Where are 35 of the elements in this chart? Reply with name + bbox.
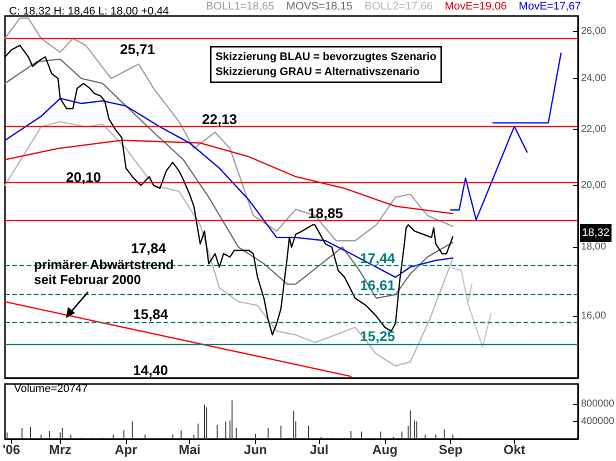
chart-title: C: 18,32 H: 18,46 L: 18,00 +0,44 <box>9 6 169 18</box>
annotation: 14,40 <box>133 362 168 378</box>
text: 18,32 <box>582 227 610 239</box>
y-tick-label: 26,00 <box>581 26 606 38</box>
y-tick-label: 16,00 <box>581 310 606 322</box>
x-tick-label: Jun <box>244 442 268 457</box>
text: BOLL1=18,65 <box>206 0 274 12</box>
text: BOLL2=17,66 <box>364 0 433 12</box>
y-tick-label: 400000 <box>581 416 615 427</box>
x-tick-label: Mrz <box>48 442 72 457</box>
annotation: Volume=20747 <box>14 383 88 395</box>
y-tick-label: 18,00 <box>581 242 606 253</box>
annotation: 17,44 <box>360 250 396 266</box>
x-tick-label: Apr <box>114 442 138 457</box>
annotation: 20,10 <box>66 169 102 185</box>
x-tick-label: Aug <box>372 442 398 457</box>
annotation: 18,85 <box>308 205 344 221</box>
annotation: 22,13 <box>202 111 238 127</box>
text: MovE=19,06 <box>444 0 507 12</box>
annotation: 25,71 <box>120 41 156 57</box>
text: MovE=17,67 <box>518 0 581 12</box>
annotation: 15,25 <box>360 328 396 344</box>
annotation: 17,84 <box>131 240 166 256</box>
x-tick-label: Sep <box>438 442 463 457</box>
y-tick-label: 24,00 <box>581 73 606 84</box>
x-tick-label: Okt <box>503 442 526 457</box>
y-tick-label: 20,00 <box>581 180 606 191</box>
text: MOVS=18,15 <box>286 0 353 12</box>
x-tick-label: Mai <box>178 442 200 457</box>
x-tick-label: '06 <box>2 442 20 457</box>
x-tick-label: Jul <box>310 442 328 457</box>
annotation: Skizzierung BLAU = bevorzugtes Szenario Skizzierung GRAU = Alternativszenario <box>216 51 437 78</box>
y-tick-label: 22,00 <box>581 124 606 136</box>
annotation: 15,84 <box>133 306 168 322</box>
y-tick-label: 800000 <box>581 398 615 410</box>
